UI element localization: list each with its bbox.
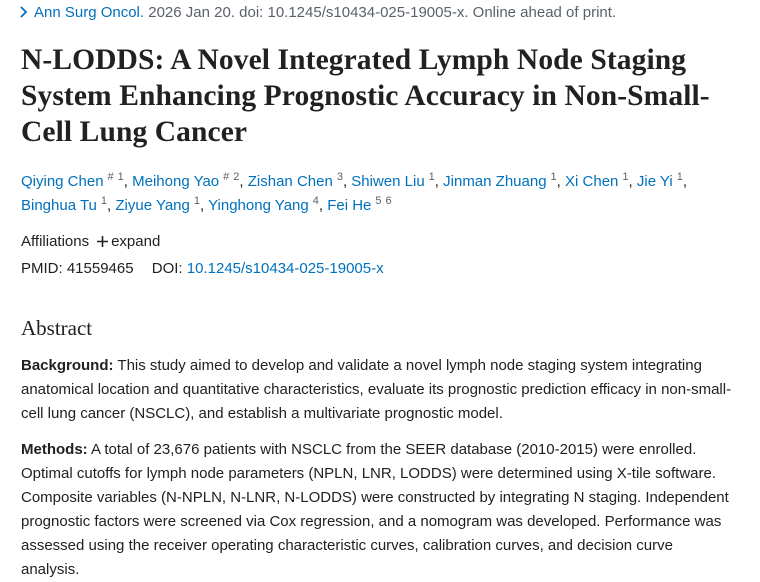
affiliation-ref: 1 — [428, 171, 435, 183]
affiliation-ref: 1 — [622, 171, 629, 183]
author-separator: , — [556, 173, 561, 190]
author-separator: , — [682, 173, 688, 190]
page-body: Ann Surg Oncol. 2026 Jan 20. doi: 10.124… — [20, 4, 732, 578]
author-name[interactable]: Fei He — [327, 197, 372, 214]
doi-label: DOI: — [151, 260, 183, 277]
pmid-label: PMID: — [21, 260, 63, 277]
affiliations: Affiliations expand — [21, 230, 733, 254]
section-label: Methods: — [21, 441, 88, 458]
affiliation-ref: 4 — [312, 195, 319, 207]
article-title: N-LODDS: A Novel Integrated Lymph Node S… — [21, 44, 710, 148]
abstract-section: Background: This study aimed to develop … — [21, 354, 733, 426]
author-affiliation-refs: 1 — [551, 171, 557, 183]
author-affiliation-refs: 1 — [622, 171, 628, 183]
citation: Ann Surg Oncol. 2026 Jan 20. doi: 10.124… — [20, 3, 733, 23]
author-separator: , — [342, 173, 348, 190]
affiliation-ref: 6 — [385, 195, 392, 207]
author-separator: , — [107, 197, 112, 214]
article: Ann Surg Oncol. 2026 Jan 20. doi: 10.124… — [20, 0, 733, 582]
author-name[interactable]: Yinghong Yang — [208, 197, 309, 214]
author-name[interactable]: Jie Yi — [636, 173, 673, 190]
section-text: This study aimed to develop and validate… — [21, 357, 732, 422]
plus-icon — [97, 236, 109, 247]
author-separator: , — [318, 197, 324, 214]
author-separator: , — [123, 173, 128, 190]
affiliations-label: Affiliations — [21, 233, 90, 250]
author-name[interactable]: Binghua Tu — [21, 197, 97, 214]
author-affiliation-refs: 1 — [677, 171, 683, 183]
author-name[interactable]: Jinman Zhuang — [443, 173, 547, 190]
author-separator: , — [200, 197, 205, 214]
page: Article { "citation": {"journal": "Ann S… — [20, 4, 732, 578]
expand-toggle[interactable]: expand — [89, 233, 160, 250]
affiliation-ref: 1 — [117, 171, 124, 183]
affiliation-ref: 5 — [375, 195, 382, 207]
author-affiliation-refs: 4 — [313, 195, 319, 207]
doi-link[interactable]: 10.1245/s10434-025-19005-x — [186, 260, 384, 277]
author-list: Qiying Chen #1, Meihong Yao #2, Zishan Che… — [21, 170, 733, 218]
affiliation-ref: 1 — [193, 195, 200, 207]
affiliation-ref: # — [107, 171, 114, 183]
affiliation-ref: 1 — [100, 195, 108, 207]
author-affiliation-refs: #2 — [223, 171, 239, 183]
author-separator: , — [434, 173, 439, 190]
author-separator: , — [239, 173, 244, 190]
author-name[interactable]: Xi Chen — [565, 173, 619, 190]
author-affiliation-refs: 1 — [101, 195, 107, 207]
author-affiliation-refs: #1 — [108, 171, 124, 183]
journal-link[interactable]: Ann Surg Oncol. — [34, 4, 145, 21]
citation-details: 2026 Jan 20. doi: 10.1245/s10434-025-190… — [144, 4, 617, 21]
chevron-icon — [20, 6, 28, 18]
abstract-heading: Abstract — [21, 316, 93, 340]
abstract-section: Methods: A total of 23,676 patients with… — [21, 438, 733, 582]
expand-label: expand — [111, 233, 161, 250]
affiliation-ref: 1 — [676, 171, 683, 183]
section-label: Background: — [21, 357, 114, 374]
author-separator: , — [628, 173, 633, 190]
author-affiliation-refs: 1 — [194, 195, 200, 207]
affiliation-ref: # — [223, 171, 230, 183]
affiliation-ref: 2 — [233, 171, 240, 183]
author-name[interactable]: Ziyue Yang — [115, 197, 190, 214]
author-affiliation-refs: 1 — [429, 171, 435, 183]
affiliation-ref: 3 — [336, 171, 343, 183]
abstract: Background: This study aimed to develop … — [21, 354, 733, 582]
author-name[interactable]: Meihong Yao — [132, 173, 220, 190]
author-name[interactable]: Zishan Chen — [247, 173, 333, 190]
section-text: A total of 23,676 patients with NSCLC fr… — [21, 441, 729, 578]
affiliation-ref: 1 — [550, 171, 557, 183]
author-name[interactable]: Shiwen Liu — [351, 173, 425, 190]
identifiers: PMID: 41559465 DOI: 10.1245/s10434-025-1… — [21, 257, 733, 281]
author-affiliation-refs: 3 — [337, 171, 343, 183]
author-name[interactable]: Qiying Chen — [21, 173, 104, 190]
pmid: 41559465 — [66, 260, 134, 277]
